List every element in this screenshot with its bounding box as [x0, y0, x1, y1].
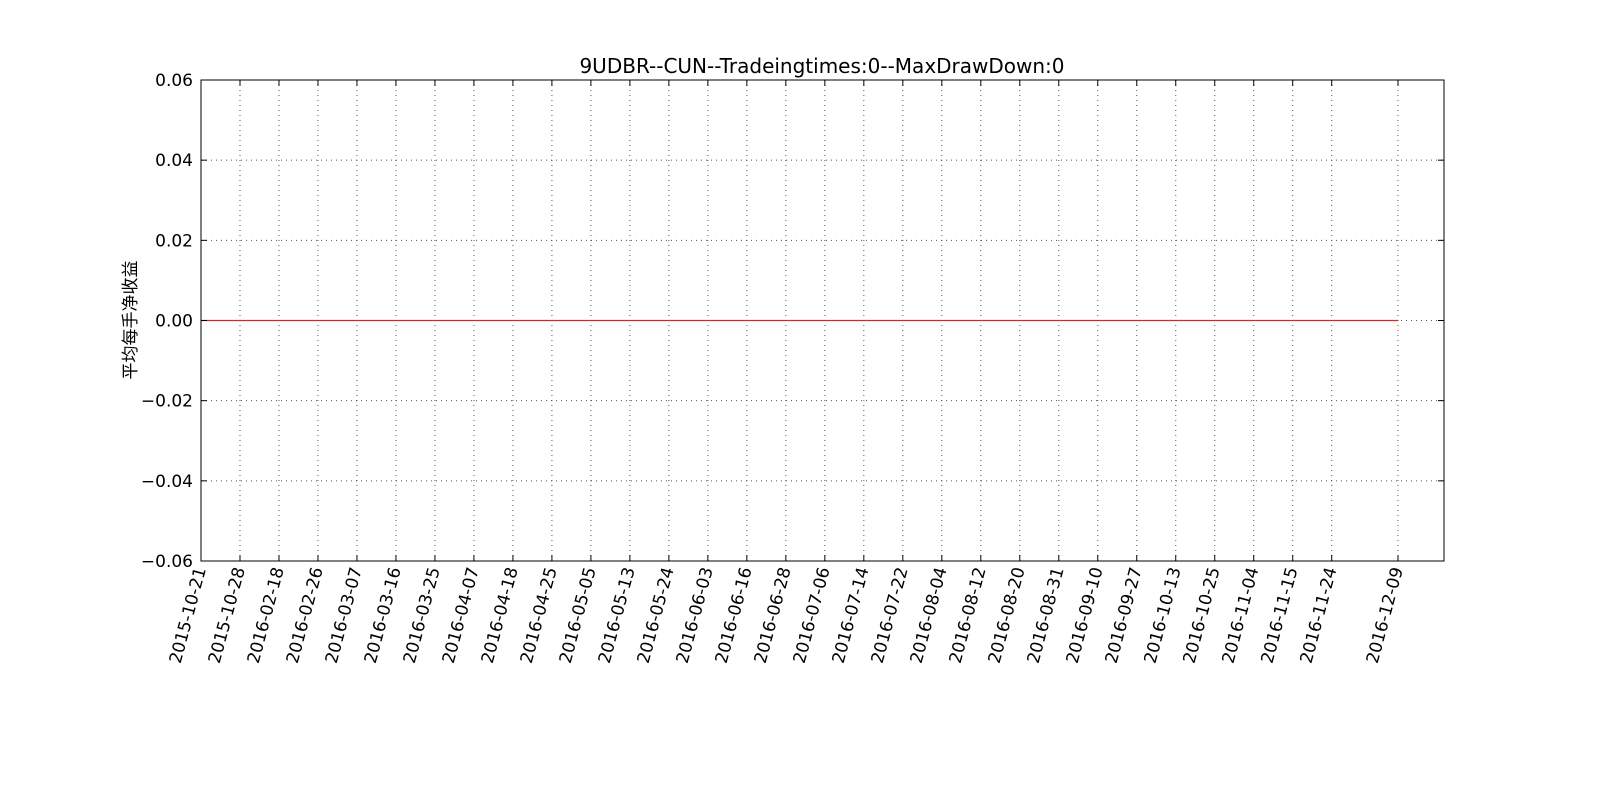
x-tick-label: 2016-10-13 [1141, 565, 1186, 666]
x-tick-label: 2016-05-05 [556, 565, 601, 666]
y-tick-label: 0.02 [155, 231, 193, 251]
y-tick-label: −0.02 [141, 392, 193, 412]
y-tick-label: −0.04 [141, 472, 193, 492]
x-tick-label: 2016-09-27 [1102, 565, 1147, 666]
y-axis-label: 平均每手净收益 [121, 261, 141, 380]
x-tick-label: 2016-06-03 [673, 565, 718, 666]
y-axis: 0.06 0.04 0.02 0.00 −0.02 −0.04 −0.06 [141, 71, 1444, 572]
y-tick-label: 0.00 [155, 312, 193, 332]
x-tick-label: 2016-04-07 [439, 565, 484, 666]
chart-title: 9UDBR--CUN--Tradeingtimes:0--MaxDrawDown… [579, 54, 1064, 78]
x-tick-label: 2016-07-14 [829, 565, 874, 666]
x-tick-label: 2016-04-18 [478, 565, 523, 666]
x-tick-label: 2016-06-16 [712, 565, 757, 666]
x-tick-label: 2016-08-04 [907, 565, 952, 666]
x-tick-label: 2015-10-21 [166, 565, 211, 666]
x-tick-label: 2016-02-26 [283, 565, 328, 666]
x-tick-label: 2016-11-04 [1219, 565, 1264, 666]
x-tick-label: 2015-10-28 [205, 565, 250, 666]
x-tick-label: 2016-07-06 [790, 565, 835, 666]
x-tick-label: 2016-11-15 [1258, 565, 1303, 666]
y-tick-label: −0.06 [141, 552, 193, 572]
x-tick-label: 2016-10-25 [1180, 565, 1225, 666]
x-tick-label: 2016-05-24 [634, 565, 679, 666]
x-tick-label: 2016-08-31 [1024, 565, 1069, 666]
x-axis: 2015-10-212015-10-282016-02-182016-02-26… [166, 80, 1408, 666]
x-tick-label: 2016-11-24 [1297, 565, 1342, 666]
x-tick-label: 2016-09-10 [1063, 565, 1108, 666]
x-tick-label: 2016-04-25 [517, 565, 562, 666]
x-tick-label: 2016-05-13 [595, 565, 640, 666]
y-tick-label: 0.06 [155, 71, 193, 91]
x-tick-label: 2016-03-25 [400, 565, 445, 666]
y-tick-label: 0.04 [155, 151, 193, 171]
x-tick-label: 2016-07-22 [868, 565, 913, 666]
x-tick-label: 2016-03-16 [361, 565, 406, 666]
x-tick-label: 2016-06-28 [751, 565, 796, 666]
x-tick-label: 2016-08-20 [985, 565, 1030, 666]
x-tick-label: 2016-02-18 [244, 565, 289, 666]
x-tick-label: 2016-03-07 [322, 565, 367, 666]
x-tick-label: 2016-08-12 [946, 565, 991, 666]
x-tick-label: 2016-12-09 [1363, 565, 1408, 666]
